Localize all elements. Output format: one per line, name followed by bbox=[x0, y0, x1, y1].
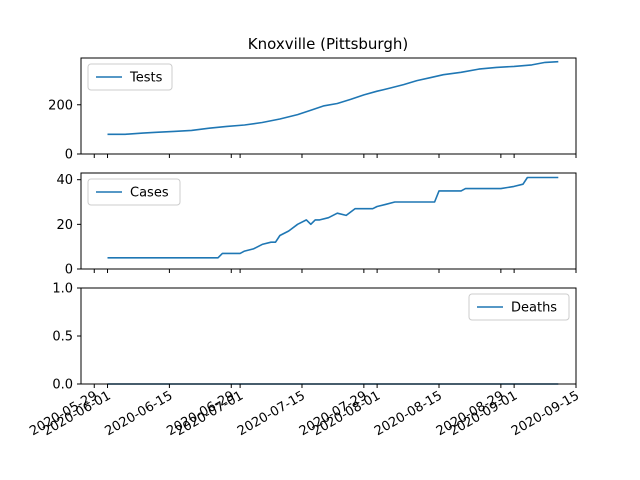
xtick-label: 2020-06-15 bbox=[102, 388, 175, 439]
xtick-label: 2020-09-15 bbox=[509, 388, 582, 439]
x-axis: 2020-05-292020-06-012020-06-152020-06-29… bbox=[27, 388, 582, 439]
tests-axes-frame bbox=[80, 57, 577, 155]
tests-legend: Tests bbox=[87, 63, 173, 91]
panel-cases: 0 20 40 Cases bbox=[56, 172, 577, 278]
cases-ytick-label: 0 bbox=[65, 263, 73, 278]
cases-ytick-label: 20 bbox=[56, 218, 73, 233]
cases-axes-frame bbox=[80, 172, 577, 270]
cases-legend: Cases bbox=[87, 178, 181, 206]
tests-ytick-label: 200 bbox=[48, 98, 73, 113]
cases-ytick-label: 40 bbox=[56, 173, 73, 188]
panel-deaths: 0.0 0.5 1.0 Deaths bbox=[52, 282, 577, 393]
cases-legend-label: Cases bbox=[130, 186, 169, 201]
chart-title: Knoxville (Pittsburgh) bbox=[248, 35, 408, 53]
deaths-ytick-label: 0.0 bbox=[52, 378, 73, 393]
deaths-legend-box bbox=[468, 293, 570, 321]
xtick-label: 2020-07-15 bbox=[235, 388, 308, 439]
cases-series-line bbox=[107, 176, 559, 259]
deaths-ytick-label: 1.0 bbox=[52, 282, 73, 297]
deaths-ytick-label: 0.5 bbox=[52, 330, 73, 345]
xtick-label: 2020-08-15 bbox=[372, 388, 445, 439]
tests-legend-label: Tests bbox=[129, 71, 163, 86]
tests-ytick-label: 0 bbox=[65, 148, 73, 163]
panel-tests: 0 200 Tests bbox=[48, 57, 577, 163]
deaths-legend: Deaths bbox=[468, 293, 570, 321]
cases-legend-box bbox=[87, 178, 181, 206]
tests-legend-box bbox=[87, 63, 173, 91]
deaths-legend-label: Deaths bbox=[511, 301, 557, 316]
tests-series-line bbox=[107, 60, 559, 136]
